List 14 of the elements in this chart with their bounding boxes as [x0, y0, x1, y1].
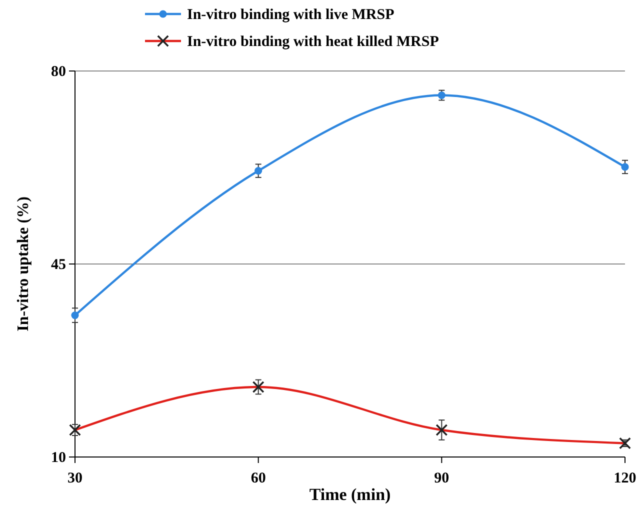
- legend-label: In-vitro binding with live MRSP: [187, 7, 394, 23]
- point: [71, 312, 79, 320]
- y-tick-label: 45: [51, 256, 66, 273]
- x-tick-label: 60: [250, 470, 266, 486]
- y-tick-label: 80: [51, 64, 66, 80]
- point: [254, 167, 262, 175]
- x-tick-label: 90: [434, 470, 450, 486]
- y-axis-title: In-vitro uptake (%): [15, 196, 32, 332]
- x-tick-label: 30: [68, 470, 82, 486]
- legend-label: In-vitro binding with heat killed MRSP: [187, 34, 439, 50]
- point: [621, 163, 629, 171]
- x-tick-label: 120: [614, 470, 636, 486]
- x-axis-title: Time (min): [309, 485, 391, 504]
- y-tick-label: 10: [51, 450, 66, 466]
